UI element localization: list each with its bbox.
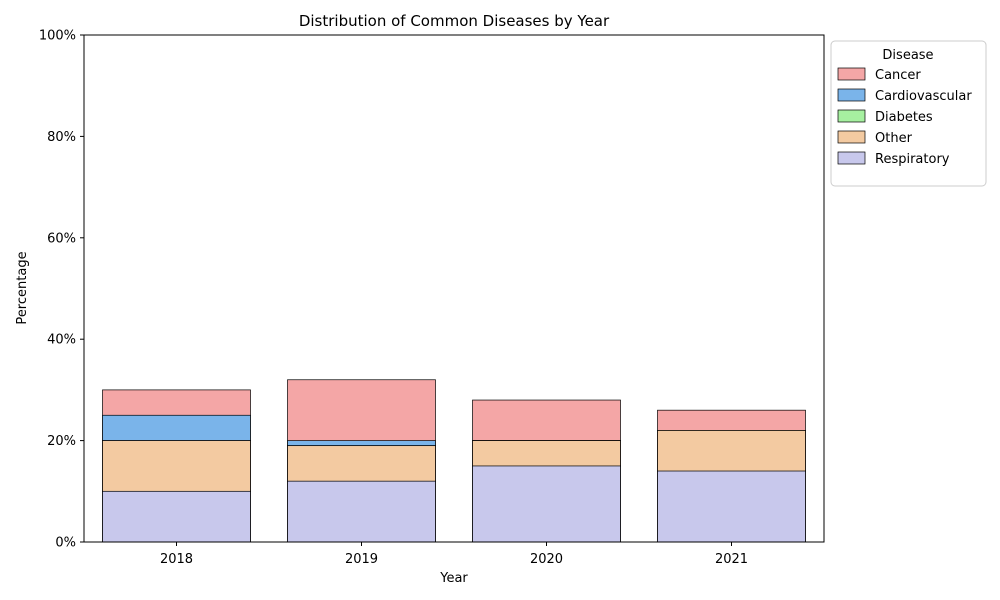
- x-tick-label: 2018: [160, 552, 193, 567]
- legend-swatch-other: [837, 130, 866, 144]
- legend: Disease Cancer Cardiovascular Diabetes Othe…: [830, 40, 987, 187]
- legend-label-cancer: Cancer: [875, 68, 921, 83]
- bar-respiratory-2018: [102, 490, 251, 543]
- y-tick-label: 40%: [47, 333, 76, 348]
- plot-frame: [83, 34, 825, 543]
- chart-title: Distribution of Common Diseases by Year: [299, 12, 610, 30]
- legend-label-other: Other: [875, 131, 913, 146]
- bars-group: [102, 379, 806, 543]
- x-axis-label: Year: [439, 571, 468, 586]
- legend-frame: [830, 40, 987, 187]
- y-tick-label: 80%: [47, 130, 76, 145]
- x-tick-label: 2021: [715, 552, 748, 567]
- y-tick-label: 60%: [47, 231, 76, 246]
- y-tick-label: 20%: [47, 434, 76, 449]
- legend-title: Disease: [882, 48, 933, 63]
- y-tick-label: 0%: [55, 536, 76, 551]
- legend-label-diabetes: Diabetes: [875, 110, 933, 125]
- y-tick-label: 100%: [39, 29, 76, 44]
- legend-swatch-cardiovascular: [837, 88, 866, 102]
- legend-swatch-diabetes: [837, 109, 866, 123]
- y-axis-label: Percentage: [15, 251, 30, 324]
- bar-respiratory-2021: [657, 470, 806, 543]
- legend-label-respiratory: Respiratory: [875, 152, 950, 167]
- y-axis: 0% 20% 40% 60% 80% 100%: [39, 29, 84, 551]
- bar-respiratory-2020: [472, 465, 621, 543]
- legend-swatch-cancer: [837, 67, 866, 81]
- bar-respiratory-2019: [287, 480, 436, 543]
- legend-swatch-respiratory: [837, 151, 866, 165]
- x-tick-label: 2019: [345, 552, 378, 567]
- x-axis: 2018 2019 2020 2021: [160, 542, 748, 567]
- legend-label-cardiovascular: Cardiovascular: [875, 89, 972, 104]
- x-tick-label: 2020: [530, 552, 563, 567]
